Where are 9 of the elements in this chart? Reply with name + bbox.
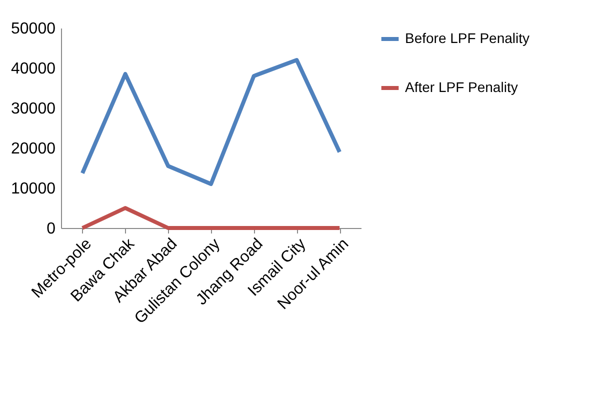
y-tick-label: 30000 [11,100,56,118]
legend-label: After LPF Penality [405,79,518,95]
y-tick-label: 20000 [11,140,56,158]
legend-label: Before LPF Penality [405,30,530,46]
y-tick-label: 40000 [11,60,56,78]
y-tick-label: 50000 [11,20,56,38]
y-tick-label: 0 [46,220,56,238]
line-series [80,58,342,186]
y-tick-label: 10000 [11,180,56,198]
